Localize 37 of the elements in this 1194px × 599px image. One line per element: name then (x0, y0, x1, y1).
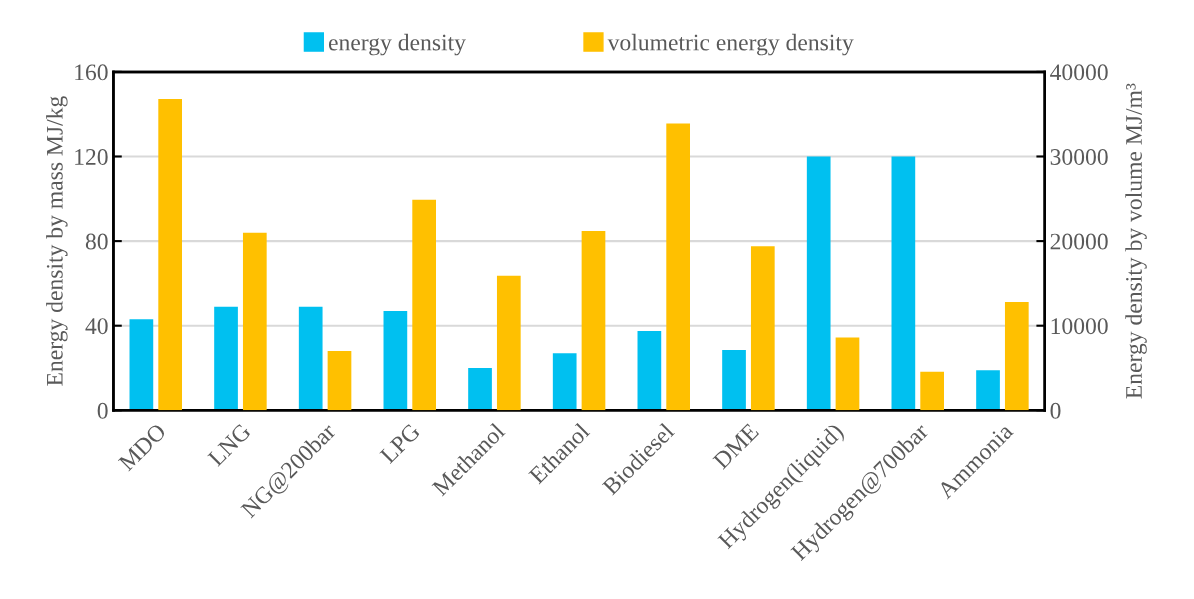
bar (581, 230, 606, 411)
y2-tick-label: 40000 (1050, 64, 1108, 81)
y2-tick-label: 10000 (1051, 318, 1108, 335)
bar (158, 98, 183, 411)
y-tick-label: 0 (97, 402, 108, 419)
bar (835, 337, 860, 411)
bar (891, 156, 916, 411)
bar (496, 275, 521, 411)
bar (920, 371, 944, 411)
bar (637, 330, 662, 411)
bar (327, 351, 352, 411)
y-axis-title: Energy density by mass MJ/kg (46, 96, 68, 386)
bar (750, 246, 775, 411)
bar (666, 123, 690, 411)
y2-tick-label: 20000 (1050, 233, 1108, 250)
y-tick-label: 80 (85, 233, 108, 250)
bar (806, 156, 831, 411)
y-tick-label: 120 (75, 148, 108, 165)
bar (214, 306, 238, 411)
bar (1004, 302, 1029, 411)
y2-tick-label: 30000 (1050, 148, 1108, 165)
legend-label: volumetric energy density (607, 33, 854, 56)
y-tick-label: 40 (85, 318, 108, 335)
bar (722, 350, 746, 411)
bar (412, 199, 437, 411)
bar (552, 353, 577, 411)
bar (976, 370, 1000, 411)
legend-label: energy density (328, 33, 466, 56)
bar (242, 232, 267, 411)
bar (468, 368, 492, 411)
bar (298, 306, 323, 411)
x-tick-label: LPG (379, 422, 421, 465)
y2-axis-title: Energy density by volume MJ/m³ (1125, 83, 1147, 399)
bar (129, 319, 154, 411)
y-tick-label: 160 (75, 64, 108, 81)
bar (383, 310, 408, 411)
y2-tick-label: 0 (1050, 402, 1061, 419)
